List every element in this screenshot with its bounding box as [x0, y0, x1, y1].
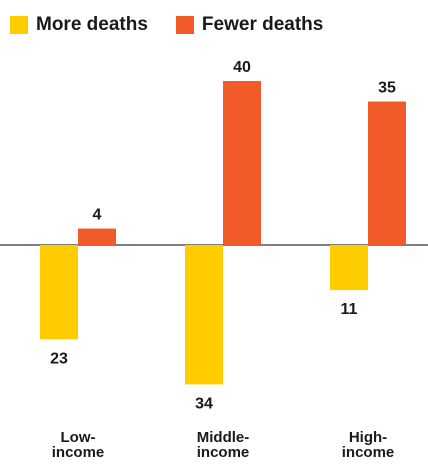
- data-label-more-deaths-2: 11: [341, 301, 358, 318]
- data-label-fewer-deaths-2: 35: [378, 80, 396, 97]
- bar-fewer-deaths-2: [368, 101, 406, 245]
- legend-swatch-fewer-deaths: [175, 16, 194, 34]
- data-label-more-deaths-0: 23: [50, 350, 68, 367]
- category-label-2-line-1: income: [342, 444, 395, 461]
- legend-label-more-deaths: More deaths: [36, 14, 148, 35]
- category-label-0-line-0: Low-: [61, 429, 96, 446]
- legend-label-fewer-deaths: Fewer deaths: [201, 14, 324, 35]
- data-label-more-deaths-1: 34: [195, 395, 213, 412]
- category-label-0-line-1: income: [52, 444, 105, 461]
- bar-fewer-deaths-0: [78, 228, 116, 245]
- legend-swatch-more-deaths: [10, 16, 28, 34]
- legend-item-more-deaths: More deaths: [10, 14, 148, 36]
- bar-fewer-deaths-1: [223, 81, 261, 245]
- category-label-2-line-0: High-: [349, 429, 387, 446]
- data-label-fewer-deaths-0: 4: [93, 207, 102, 224]
- legend-item-fewer-deaths: Fewer deaths: [175, 14, 324, 36]
- bar-more-deaths-0: [40, 245, 78, 340]
- bar-more-deaths-2: [330, 245, 368, 291]
- bar-more-deaths-1: [185, 245, 223, 385]
- category-label-1-line-0: Middle-: [197, 429, 250, 446]
- data-label-fewer-deaths-1: 40: [233, 59, 251, 76]
- category-label-1-line-1: income: [197, 444, 250, 461]
- legend: More deaths Fewer deaths: [10, 10, 323, 40]
